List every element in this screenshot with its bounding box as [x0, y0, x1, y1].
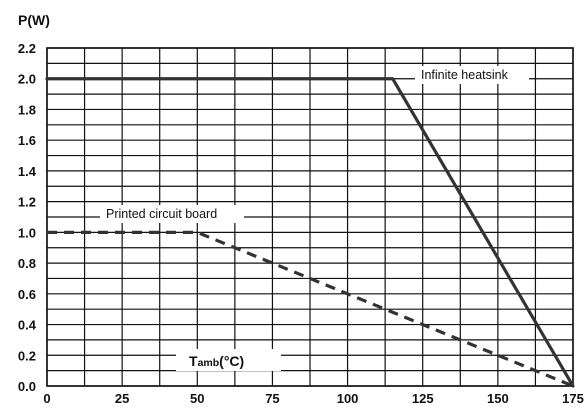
- y-tick-label: 2.2: [18, 41, 36, 56]
- series-line-1: [45, 77, 575, 388]
- x-tick-label: 0: [43, 391, 50, 406]
- x-axis-title-bg: [176, 349, 281, 371]
- y-tick-label: 0.6: [18, 287, 36, 302]
- annotations: Infinite heatsink Printed circuit board Ta…: [100, 66, 529, 371]
- x-axis-ticks: 0 25 50 75 100 125 150 175: [43, 391, 583, 406]
- y-tick-label: 1.0: [18, 225, 36, 240]
- y-tick-label: 2.0: [18, 72, 36, 87]
- series-label-infinite-heatsink: Infinite heatsink: [421, 68, 509, 82]
- y-tick-label: 1.6: [18, 133, 36, 148]
- y-tick-label: 1.2: [18, 195, 36, 210]
- series-label-printed-circuit-board-bg: [100, 205, 244, 223]
- x-tick-label: 175: [562, 391, 584, 406]
- x-axis-title: Tamb(°C): [189, 353, 244, 369]
- y-tick-label: 1.4: [18, 164, 37, 179]
- x-tick-label: 50: [190, 391, 204, 406]
- y-axis-ticks: 0.0 0.2 0.4 0.6 0.8 1.0 1.2 1.4 1.6 1.8 2.0 2.2: [18, 41, 37, 394]
- y-tick-label: 1.8: [18, 102, 36, 117]
- y-tick-label: 0.4: [18, 318, 37, 333]
- y-tick-label: 0.8: [18, 256, 36, 271]
- y-tick-label: 0.0: [18, 379, 36, 394]
- series-label-infinite-heatsink-bg: [415, 66, 529, 84]
- x-tick-label: 75: [265, 391, 279, 406]
- plot-frame: [46, 47, 574, 387]
- y-axis-title: P(W): [18, 12, 50, 28]
- x-tick-label: 25: [115, 391, 129, 406]
- y-tick-label: 0.2: [18, 348, 36, 363]
- x-tick-label: 100: [337, 391, 359, 406]
- series-group: [45, 77, 575, 388]
- x-tick-label: 150: [487, 391, 509, 406]
- series-label-printed-circuit-board: Printed circuit board: [106, 207, 217, 221]
- x-tick-label: 125: [412, 391, 434, 406]
